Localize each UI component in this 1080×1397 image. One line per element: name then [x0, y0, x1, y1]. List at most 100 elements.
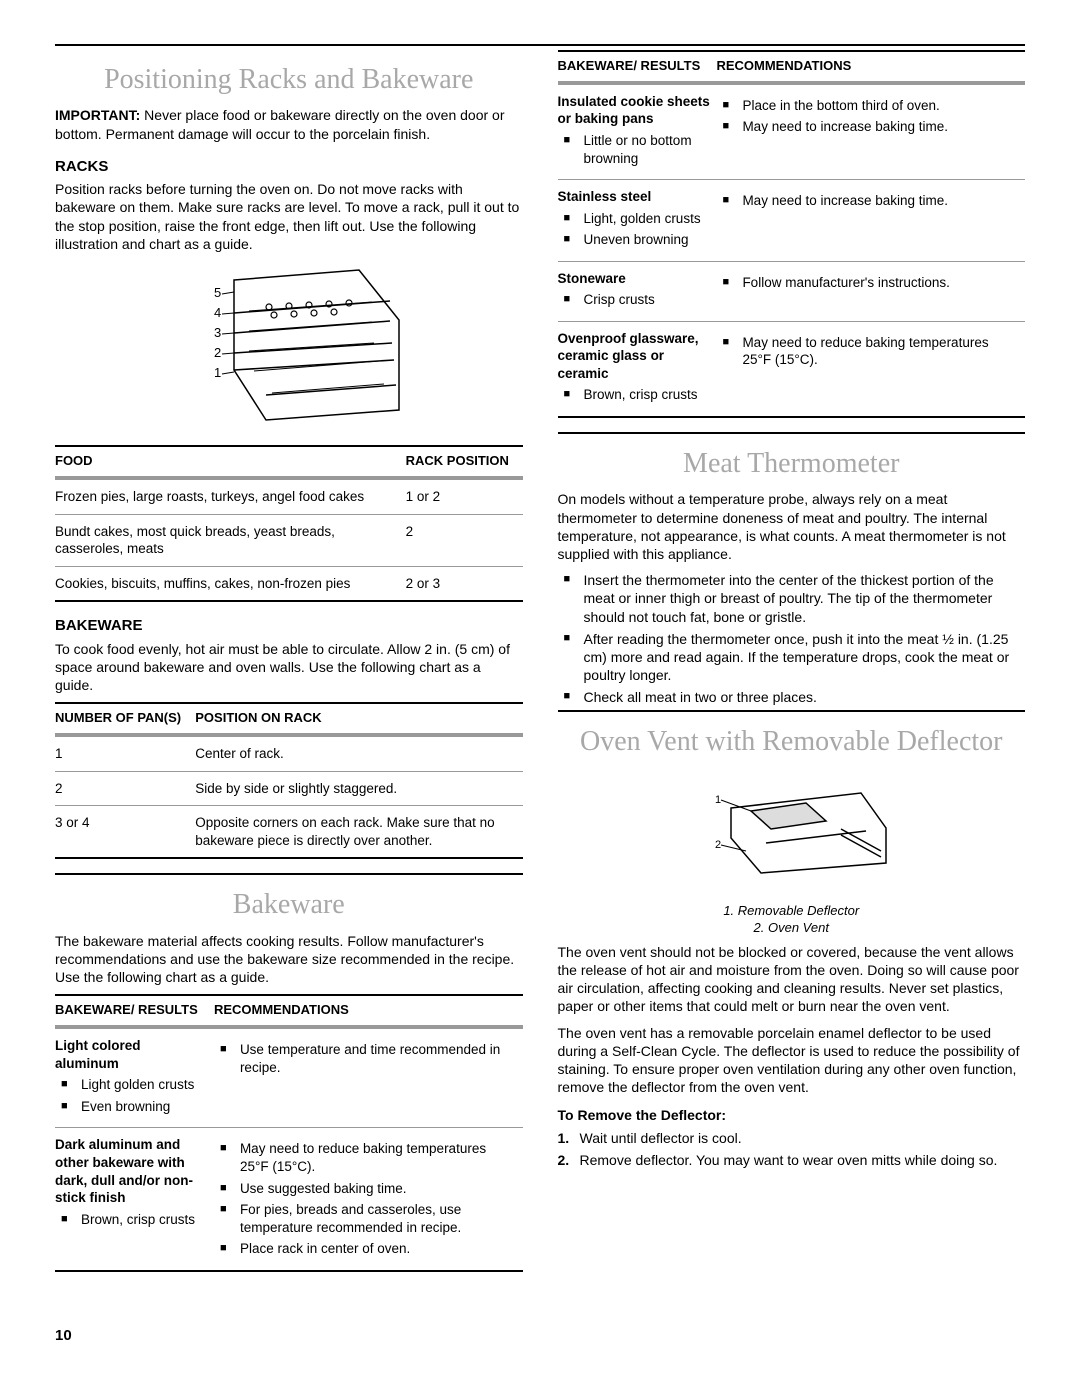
recs-list: Use temperature and time recommended in …	[214, 1041, 517, 1076]
list-item: Follow manufacturer's instructions.	[716, 274, 1019, 292]
left-column: Positioning Racks and Bakeware IMPORTANT…	[55, 50, 523, 1286]
recs-list: May need to reduce baking temperatures 2…	[716, 334, 1019, 369]
th-recommendations: RECOMMENDATIONS	[214, 995, 523, 1027]
remove-steps: 1. Wait until deflector is cool. 2. Remov…	[558, 1129, 1026, 1169]
cell-food: Bundt cakes, most quick breads, yeast br…	[55, 514, 406, 566]
vent-illustration: 1 2	[558, 773, 1026, 887]
racks-text: Position racks before turning the oven o…	[55, 180, 523, 253]
important-paragraph: IMPORTANT: Never place food or bakeware …	[55, 106, 523, 142]
cell-recs: May need to reduce baking temperatures 2…	[214, 1128, 523, 1271]
table-row: Insulated cookie sheets or baking pans Li…	[558, 83, 1026, 180]
th-bakeware-results: BAKEWARE/ RESULTS	[55, 995, 214, 1027]
th-food: FOOD	[55, 446, 406, 478]
cell-recs: Place in the bottom third of oven. May ne…	[716, 83, 1025, 180]
cell-results: Insulated cookie sheets or baking pans Li…	[558, 83, 717, 180]
list-item: Place rack in center of oven.	[214, 1240, 517, 1258]
results-list: Brown, crisp crusts	[55, 1211, 208, 1229]
th-pos-rack: POSITION ON RACK	[195, 703, 522, 735]
th-pans: NUMBER OF PAN(S)	[55, 703, 195, 735]
recs-list: May need to increase baking time.	[716, 192, 1019, 210]
table-row: Bundt cakes, most quick breads, yeast br…	[55, 514, 523, 566]
list-item: Brown, crisp crusts	[55, 1211, 208, 1229]
table-row: Light colored aluminum Light golden crust…	[55, 1027, 523, 1128]
list-item: Crisp crusts	[558, 291, 711, 309]
cell-recs: Use temperature and time recommended in …	[214, 1027, 523, 1128]
step-number: 1.	[558, 1129, 570, 1147]
section-title-positioning: Positioning Racks and Bakeware	[55, 62, 523, 98]
section-title-bakeware: Bakeware	[55, 887, 523, 923]
list-item: Use suggested baking time.	[214, 1180, 517, 1198]
list-item: After reading the thermometer once, push…	[558, 630, 1026, 685]
svg-text:1: 1	[214, 365, 221, 380]
cell-results: Stoneware Crisp crusts	[558, 261, 717, 321]
cell-recs: Follow manufacturer's instructions.	[716, 261, 1025, 321]
table-row: Dark aluminum and other bakeware with da…	[55, 1128, 523, 1271]
cell-food: Frozen pies, large roasts, turkeys, ange…	[55, 478, 406, 514]
list-item: For pies, breads and casseroles, use tem…	[214, 1201, 517, 1236]
svg-text:5: 5	[214, 285, 221, 300]
list-item: May need to reduce baking temperatures 2…	[214, 1140, 517, 1175]
recs-list: May need to reduce baking temperatures 2…	[214, 1140, 517, 1257]
svg-text:2: 2	[715, 839, 721, 851]
list-item: May need to increase baking time.	[716, 118, 1019, 136]
rack-illustration: 5 4 3 2 1	[55, 265, 523, 429]
bakeware-type: Insulated cookie sheets or baking pans	[558, 93, 711, 128]
results-list: Brown, crisp crusts	[558, 386, 711, 404]
bakeware-heading: BAKEWARE	[55, 616, 523, 636]
list-item: Even browning	[55, 1098, 208, 1116]
list-item: Check all meat in two or three places.	[558, 688, 1026, 706]
cell: 2	[55, 771, 195, 806]
th-recommendations: RECOMMENDATIONS	[716, 51, 1025, 83]
results-list: Crisp crusts	[558, 291, 711, 309]
meat-bullets: Insert the thermometer into the center o…	[558, 571, 1026, 706]
list-item: Light, golden crusts	[558, 210, 711, 228]
results-list: Little or no bottom browning	[558, 132, 711, 167]
bakeware-type: Ovenproof glassware, ceramic glass or ce…	[558, 330, 711, 383]
cell-pos: 2 or 3	[406, 566, 523, 601]
bakeware-type: Stainless steel	[558, 188, 711, 206]
bakeware-text: To cook food evenly, hot air must be abl…	[55, 640, 523, 695]
results-list: Light golden crusts Even browning	[55, 1076, 208, 1115]
recommendations-table-left: BAKEWARE/ RESULTS RECOMMENDATIONS Light …	[55, 994, 523, 1271]
bakeware-type: Light colored aluminum	[55, 1037, 208, 1072]
vent-caption: 1. Removable Deflector2. Oven Vent	[558, 903, 1026, 937]
list-item: Brown, crisp crusts	[558, 386, 711, 404]
important-label: IMPORTANT:	[55, 107, 140, 123]
cell: Side by side or slightly staggered.	[195, 771, 522, 806]
list-item: Little or no bottom browning	[558, 132, 711, 167]
table-row: Cookies, biscuits, muffins, cakes, non-f…	[55, 566, 523, 601]
bakeware-type: Dark aluminum and other bakeware with da…	[55, 1136, 208, 1206]
recommendations-table-right: BAKEWARE/ RESULTS RECOMMENDATIONS Insula…	[558, 50, 1026, 418]
list-item: May need to increase baking time.	[716, 192, 1019, 210]
svg-text:1: 1	[715, 794, 721, 806]
right-column: BAKEWARE/ RESULTS RECOMMENDATIONS Insula…	[558, 50, 1026, 1286]
table-row: 1Center of rack.	[55, 735, 523, 771]
th-rack-position: RACK POSITION	[406, 446, 523, 478]
remove-deflector-heading: To Remove the Deflector:	[558, 1106, 1026, 1124]
list-item: 2. Remove deflector. You may want to wea…	[558, 1151, 1026, 1169]
svg-text:4: 4	[214, 305, 221, 320]
step-number: 2.	[558, 1151, 570, 1169]
section-title-meat: Meat Thermometer	[558, 446, 1026, 482]
table-row: Ovenproof glassware, ceramic glass or ce…	[558, 321, 1026, 417]
list-item: Light golden crusts	[55, 1076, 208, 1094]
list-item: May need to reduce baking temperatures 2…	[716, 334, 1019, 369]
table-row: 2Side by side or slightly staggered.	[55, 771, 523, 806]
results-list: Light, golden crustsUneven browning	[558, 210, 711, 249]
rack-position-table: FOOD RACK POSITION Frozen pies, large ro…	[55, 445, 523, 602]
list-item: Use temperature and time recommended in …	[214, 1041, 517, 1076]
table-row: 3 or 4Opposite corners on each rack. Mak…	[55, 806, 523, 859]
list-item: 1. Wait until deflector is cool.	[558, 1129, 1026, 1147]
vent-text-2: The oven vent has a removable porcelain …	[558, 1024, 1026, 1097]
section-title-vent: Oven Vent with Removable Deflector	[558, 724, 1026, 760]
vent-text-1: The oven vent should not be blocked or c…	[558, 943, 1026, 1016]
table-row: Stainless steel Light, golden crustsUneve…	[558, 180, 1026, 262]
cell-results: Dark aluminum and other bakeware with da…	[55, 1128, 214, 1271]
list-item: Place in the bottom third of oven.	[716, 97, 1019, 115]
cell-recs: May need to reduce baking temperatures 2…	[716, 321, 1025, 417]
cell: Opposite corners on each rack. Make sure…	[195, 806, 522, 859]
cell-results: Ovenproof glassware, ceramic glass or ce…	[558, 321, 717, 417]
racks-heading: RACKS	[55, 157, 523, 177]
bakeware-type: Stoneware	[558, 270, 711, 288]
recs-list: Place in the bottom third of oven. May ne…	[716, 97, 1019, 136]
